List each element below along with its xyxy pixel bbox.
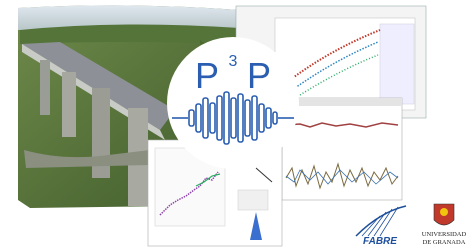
university-line: DE GRANADA (423, 239, 466, 246)
fabre-label: FABRE (363, 236, 397, 247)
p3p-logo: P 3 P (167, 37, 299, 169)
logo-letter: P (247, 55, 271, 96)
screenshot-middle (282, 98, 402, 200)
logo-superscript: 3 (229, 53, 238, 70)
logo-letter: P (195, 55, 219, 96)
page: P 3 P FABRE UNIVERSIDAD D (0, 0, 476, 251)
university-line: UNIVERSIDAD (422, 231, 467, 238)
banner: P 3 P FABRE UNIVERSIDAD D (0, 0, 476, 251)
